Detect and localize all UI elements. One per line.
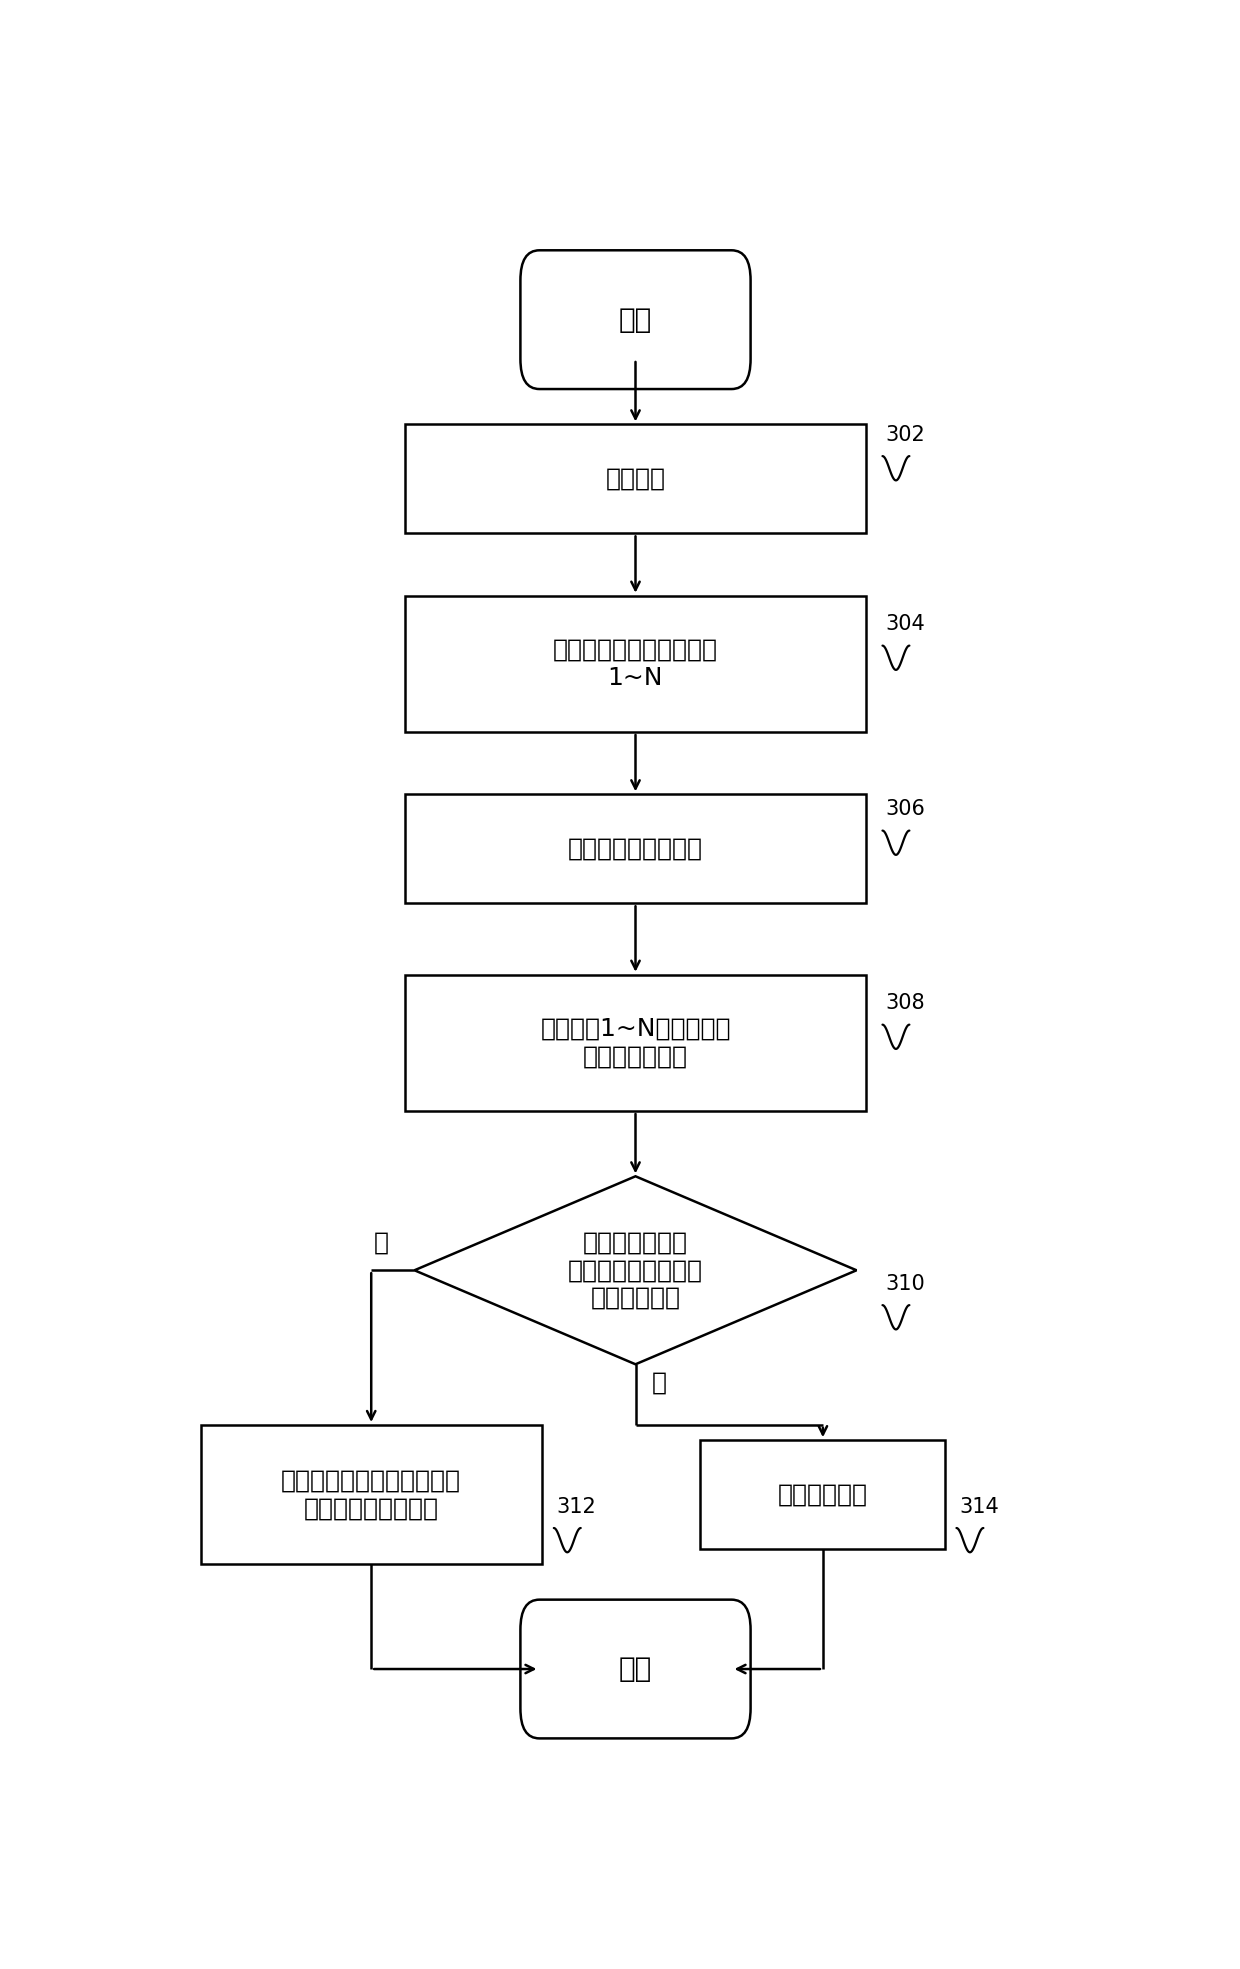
- Polygon shape: [414, 1175, 857, 1365]
- Text: 充电开始: 充电开始: [605, 467, 666, 490]
- Bar: [701, 1439, 945, 1550]
- FancyBboxPatch shape: [521, 250, 750, 390]
- Text: 申请较小的充电电流: 申请较小的充电电流: [568, 837, 703, 860]
- Bar: [404, 595, 866, 732]
- Text: 312: 312: [557, 1496, 596, 1516]
- Text: 否: 否: [652, 1370, 667, 1394]
- Bar: [404, 423, 866, 534]
- Bar: [201, 1426, 542, 1565]
- Text: 根据容量积分，
检测各充电支路的继
电器是否断路: 根据容量积分， 检测各充电支路的继 电器是否断路: [568, 1231, 703, 1309]
- Text: 结束: 结束: [619, 1656, 652, 1683]
- Text: 302: 302: [885, 425, 925, 445]
- Text: 开始正常充电: 开始正常充电: [777, 1483, 868, 1506]
- FancyBboxPatch shape: [521, 1599, 750, 1739]
- Text: 314: 314: [960, 1496, 999, 1516]
- Text: 310: 310: [885, 1274, 925, 1294]
- Bar: [404, 975, 866, 1111]
- Bar: [404, 794, 866, 904]
- Text: 开始: 开始: [619, 305, 652, 333]
- Text: 该充电支路存在断路故障，
保修故障并停止充电: 该充电支路存在断路故障， 保修故障并停止充电: [281, 1469, 461, 1520]
- Text: 计算流经1~N支路的充电
电流的容量积分: 计算流经1~N支路的充电 电流的容量积分: [541, 1016, 730, 1069]
- Text: 304: 304: [885, 614, 925, 634]
- Text: 闭合充电支路上的继电器
1~N: 闭合充电支路上的继电器 1~N: [553, 638, 718, 689]
- Text: 308: 308: [885, 994, 925, 1014]
- Text: 306: 306: [885, 799, 925, 819]
- Text: 是: 是: [373, 1231, 388, 1254]
